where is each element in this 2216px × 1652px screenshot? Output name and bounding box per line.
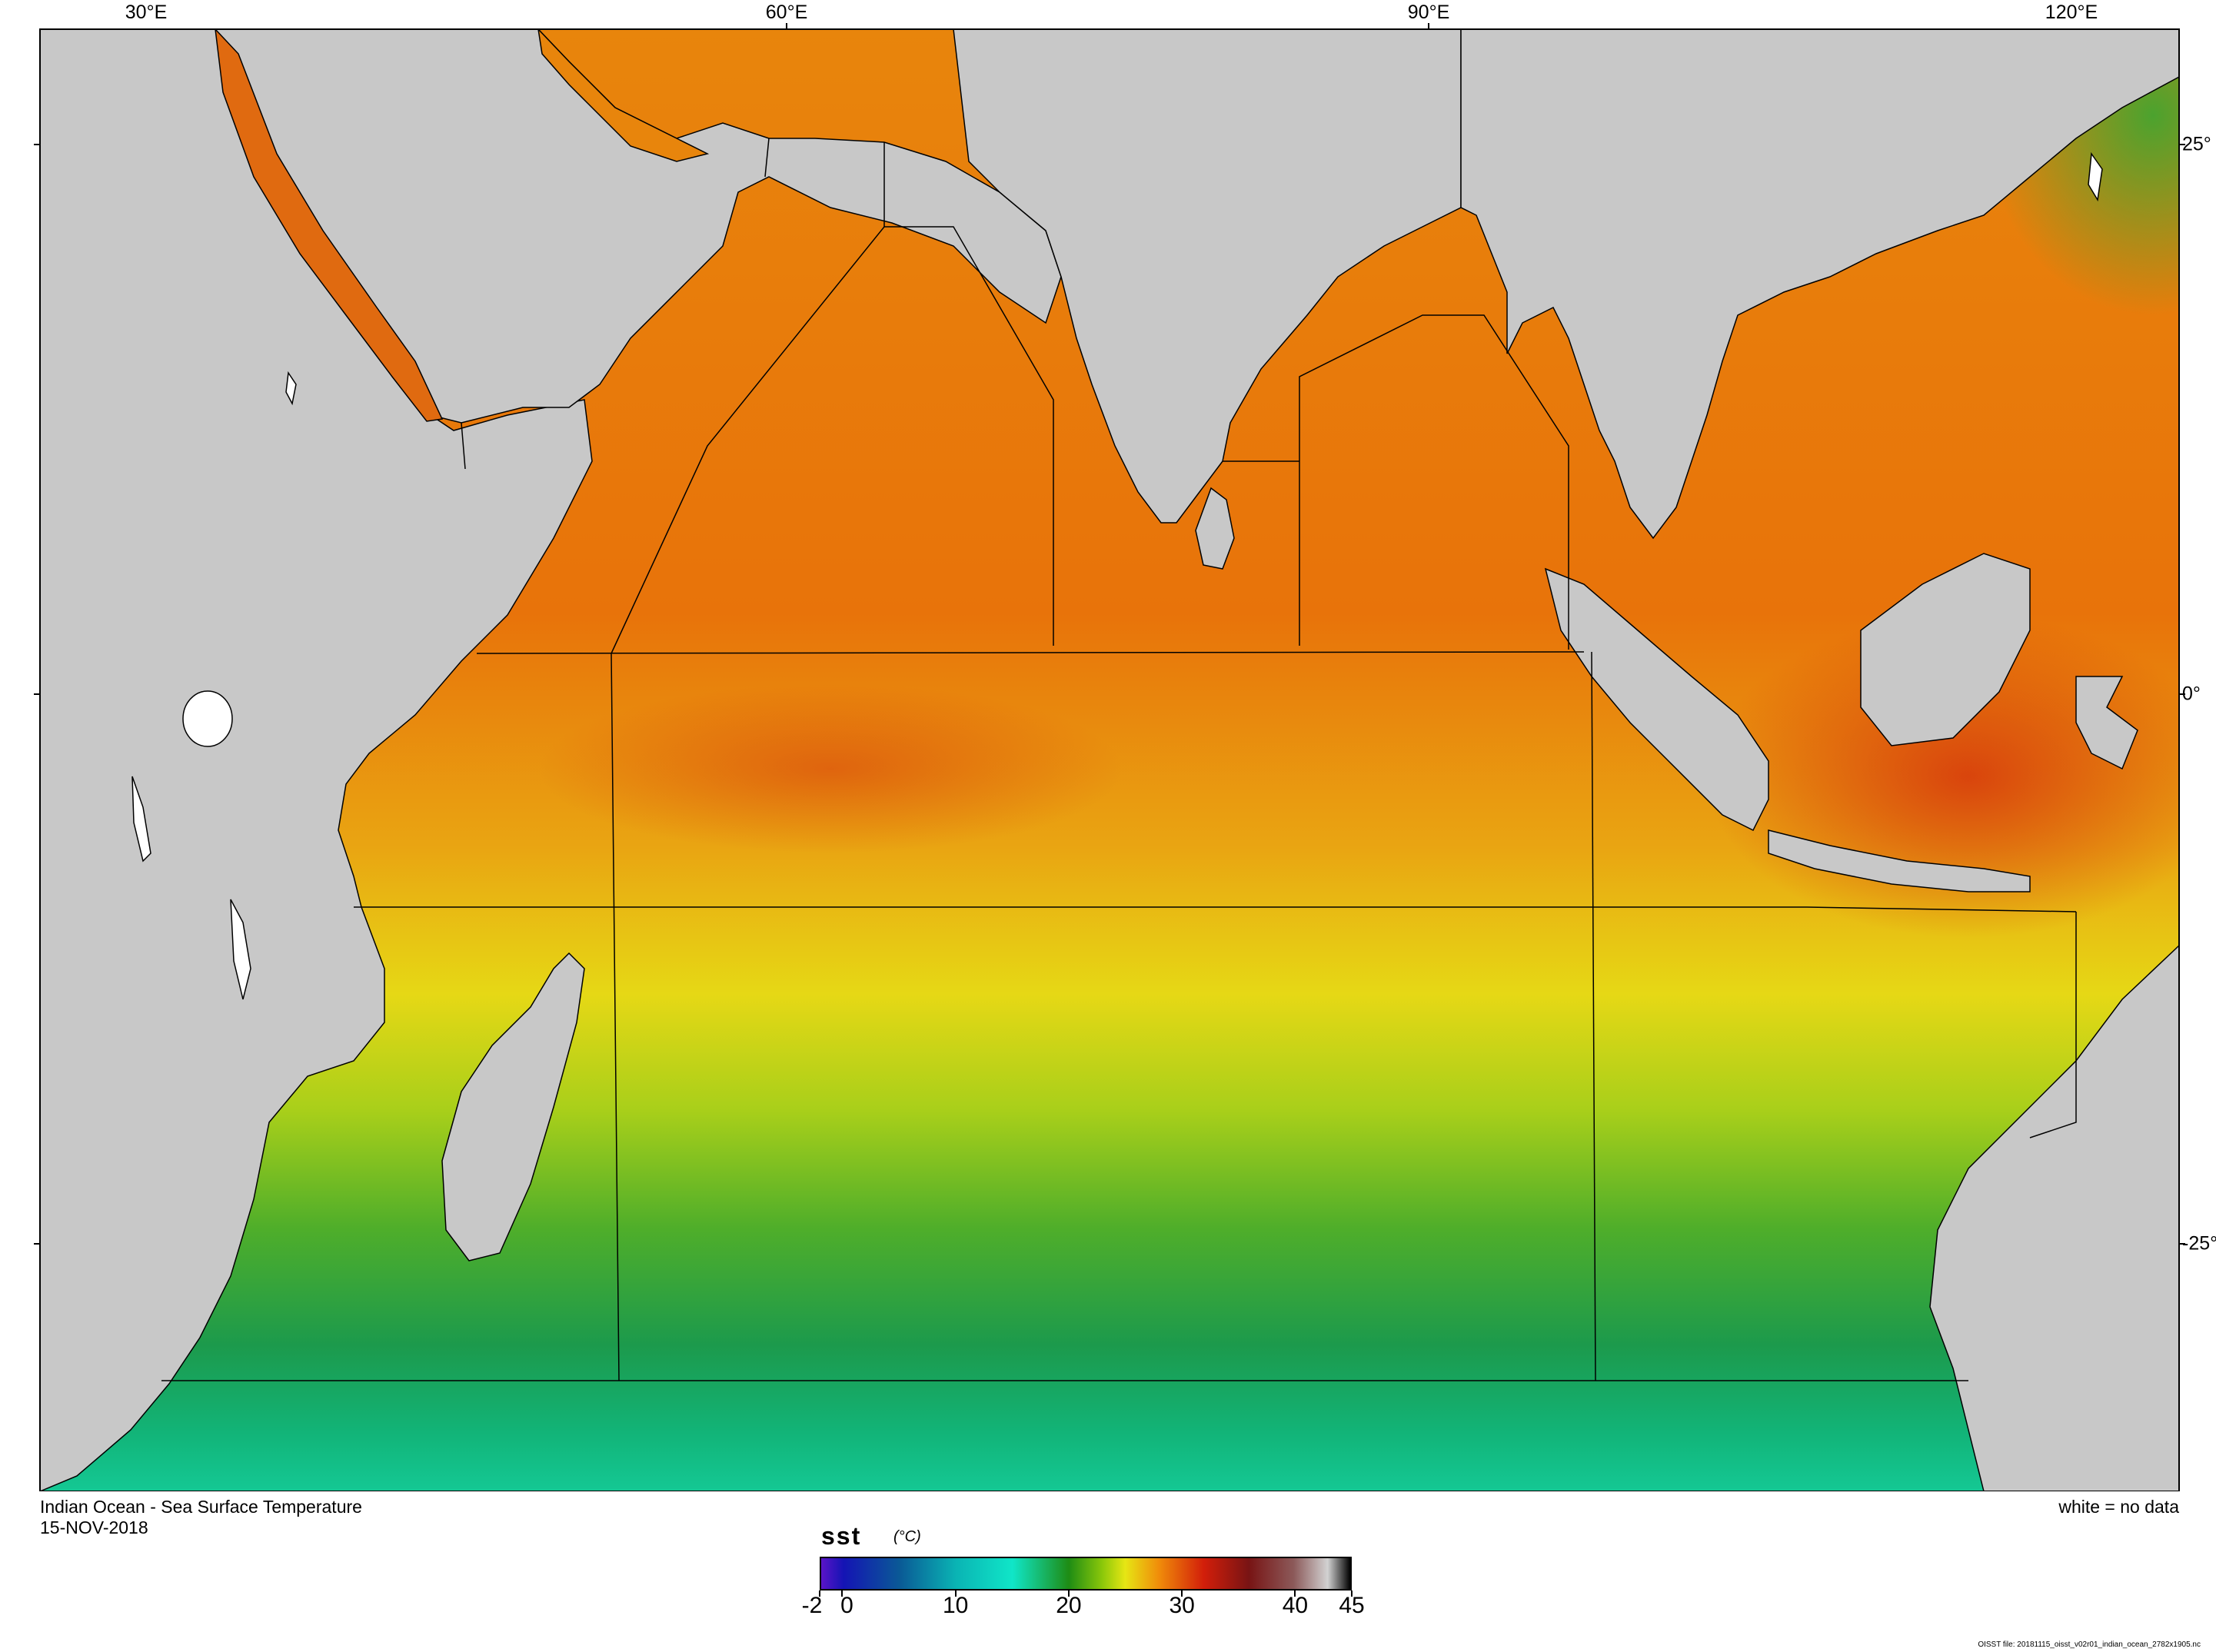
colorbar-tick-label: 20 — [1056, 1593, 1082, 1618]
no-data-patch — [230, 899, 251, 1000]
colorbar-tick — [841, 1591, 843, 1597]
colorbar-tick — [1181, 1591, 1183, 1597]
land-southeast-asia — [1460, 29, 2179, 540]
colorbar-tick-label: 40 — [1282, 1593, 1309, 1618]
lat-label-25s: -25° — [2182, 1232, 2216, 1255]
lon-label-90e: 90°E — [1407, 2, 1450, 23]
basin-boundaries — [161, 138, 2077, 1381]
land-borneo — [1860, 553, 2031, 746]
colorbar-tick-label: 45 — [1339, 1593, 1365, 1618]
map-title: Indian Ocean - Sea Surface Temperature — [40, 1497, 362, 1517]
colorbar-tick — [1351, 1591, 1353, 1597]
graticule-ticks — [34, 23, 2185, 1245]
source-file-note: OISST file: 20181115_oisst_v02r01_indian… — [1978, 1640, 2201, 1649]
colorbar-tick-label: -2 — [801, 1593, 823, 1618]
map-title-block: Indian Ocean - Sea Surface Temperature 1… — [40, 1497, 362, 1538]
sst-map — [34, 23, 2185, 1491]
lat-label-0: 0° — [2182, 683, 2201, 705]
lon-label-120e: 120°E — [2045, 2, 2098, 23]
colorbar — [820, 1557, 1352, 1591]
lon-label-60e: 60°E — [765, 2, 808, 23]
colorbar-variable: sst — [821, 1522, 862, 1550]
no-data-patch — [2088, 151, 2103, 202]
colorbar-tick-label: 10 — [942, 1593, 969, 1618]
colorbar-tick — [1067, 1591, 1070, 1597]
colorbar-units: (°C) — [893, 1528, 921, 1545]
land-java — [1768, 829, 2031, 892]
no-data-patch — [182, 690, 233, 747]
red-sea — [215, 29, 444, 422]
no-data-patch — [285, 371, 297, 406]
persian-gulf — [537, 29, 710, 162]
colorbar-tick — [819, 1591, 820, 1597]
colorbar-tick-label: 30 — [1169, 1593, 1195, 1618]
land-sri-lanka — [1195, 487, 1235, 570]
lat-label-25n: 25° — [2182, 133, 2211, 155]
colorbar-tick — [954, 1591, 957, 1597]
map-frame — [39, 28, 2180, 1491]
land-india — [953, 29, 1462, 524]
warm-patch-equatorial — [538, 684, 1123, 853]
no-data-note: white = no data — [2058, 1497, 2179, 1517]
no-data-patch — [131, 776, 151, 863]
land-madagascar — [441, 952, 585, 1261]
land-australia — [1929, 944, 2179, 1491]
colorbar-tick — [1294, 1591, 1296, 1597]
colorbar-tick-label: 0 — [840, 1593, 853, 1618]
lon-label-30e: 30°E — [125, 2, 168, 23]
land-sulawesi — [2075, 676, 2138, 770]
map-date: 15-NOV-2018 — [40, 1517, 148, 1537]
land-sumatra — [1544, 567, 1769, 832]
